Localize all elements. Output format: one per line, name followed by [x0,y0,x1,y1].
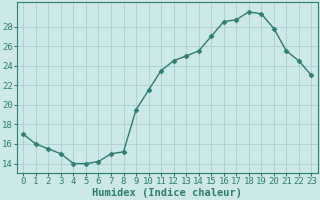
X-axis label: Humidex (Indice chaleur): Humidex (Indice chaleur) [92,188,242,198]
